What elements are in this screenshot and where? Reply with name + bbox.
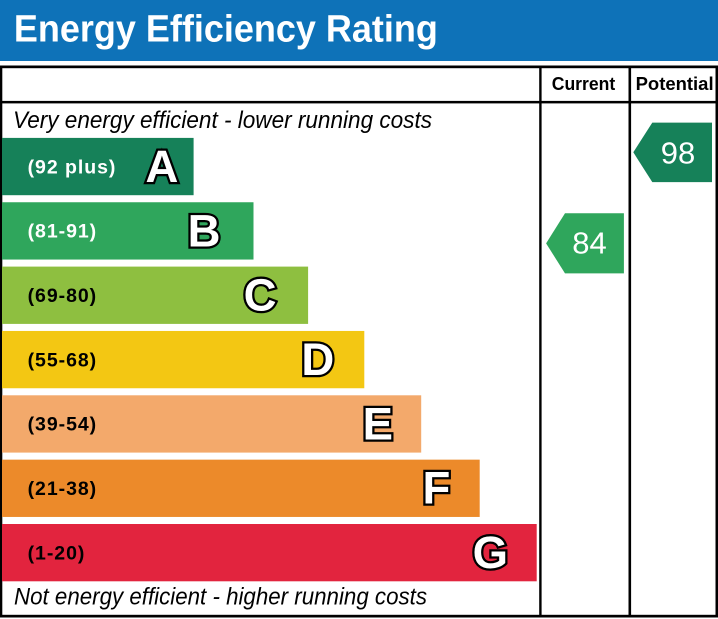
svg-text:(92 plus): (92 plus)	[28, 156, 117, 178]
svg-text:(81-91): (81-91)	[28, 221, 98, 243]
svg-text:(1-20): (1-20)	[28, 542, 86, 564]
svg-text:Current: Current	[552, 74, 616, 94]
svg-text:98: 98	[661, 135, 695, 170]
svg-text:Potential: Potential	[636, 74, 714, 94]
svg-text:A: A	[145, 141, 178, 192]
svg-text:(21-38): (21-38)	[28, 478, 98, 500]
svg-text:B: B	[188, 205, 221, 256]
svg-text:Not energy efficient - higher: Not energy efficient - higher running co…	[14, 584, 427, 611]
svg-text:F: F	[423, 463, 451, 514]
svg-text:(69-80): (69-80)	[28, 285, 98, 307]
svg-text:Very energy efficient - lower: Very energy efficient - lower running co…	[13, 107, 432, 134]
svg-text:Energy Efficiency Rating: Energy Efficiency Rating	[14, 8, 438, 50]
svg-text:(39-54): (39-54)	[28, 414, 98, 436]
svg-text:G: G	[473, 527, 508, 578]
svg-text:84: 84	[572, 226, 606, 261]
svg-text:E: E	[363, 398, 393, 449]
svg-text:(55-68): (55-68)	[28, 349, 98, 371]
svg-text:C: C	[244, 270, 277, 321]
svg-text:D: D	[301, 334, 334, 385]
